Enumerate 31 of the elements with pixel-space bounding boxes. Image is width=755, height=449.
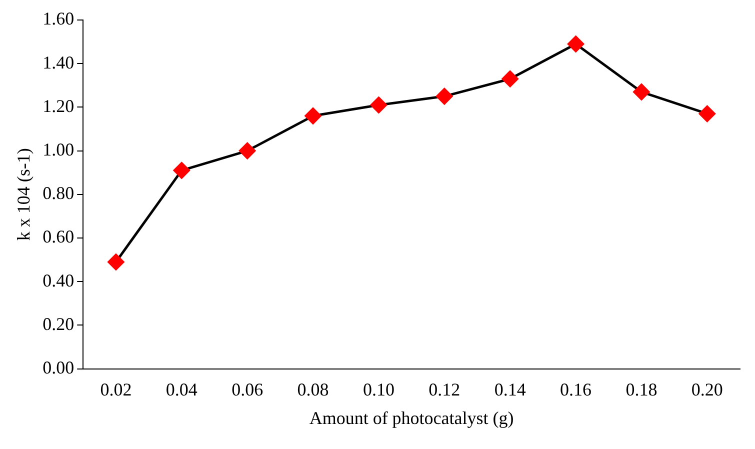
point: [436, 88, 453, 105]
x-tick-label: 0.12: [428, 379, 460, 400]
y-tick-label: 0.60: [42, 226, 74, 247]
x-tick-label: 0.06: [232, 379, 264, 400]
y-tick-label: 0.00: [42, 358, 74, 378]
y-tick-label: 0.20: [42, 314, 74, 334]
x-tick-label: 0.20: [691, 379, 723, 400]
y-tick-label: 1.60: [42, 8, 74, 29]
point: [633, 84, 650, 100]
point: [173, 162, 190, 179]
y-tick-label: 0.40: [42, 270, 74, 290]
point: [304, 108, 322, 124]
x-tick-label: 0.08: [297, 379, 329, 400]
x-tick-label: 0.10: [362, 379, 394, 400]
x-tick-label: 0.18: [626, 379, 658, 400]
x-tick-label: 0.14: [494, 379, 526, 400]
y-tick-label: 1.00: [42, 140, 74, 160]
point: [239, 142, 256, 160]
x-axis-title: Amount of photocatalyst (g): [309, 408, 514, 428]
y-tick-label: 0.80: [42, 183, 74, 204]
point: [502, 70, 518, 88]
y-tick-label: 1.40: [42, 52, 74, 72]
y-axis-title: k x 104 (s-1): [14, 148, 34, 241]
x-tick-label: 0.04: [166, 379, 198, 400]
point: [108, 254, 124, 270]
point: [698, 105, 716, 122]
point: [568, 36, 584, 52]
y-tick-label: 1.20: [42, 96, 74, 116]
x-tick-label: 0.02: [100, 379, 132, 400]
x-tick-label: 0.16: [560, 379, 592, 400]
point: [370, 96, 387, 114]
